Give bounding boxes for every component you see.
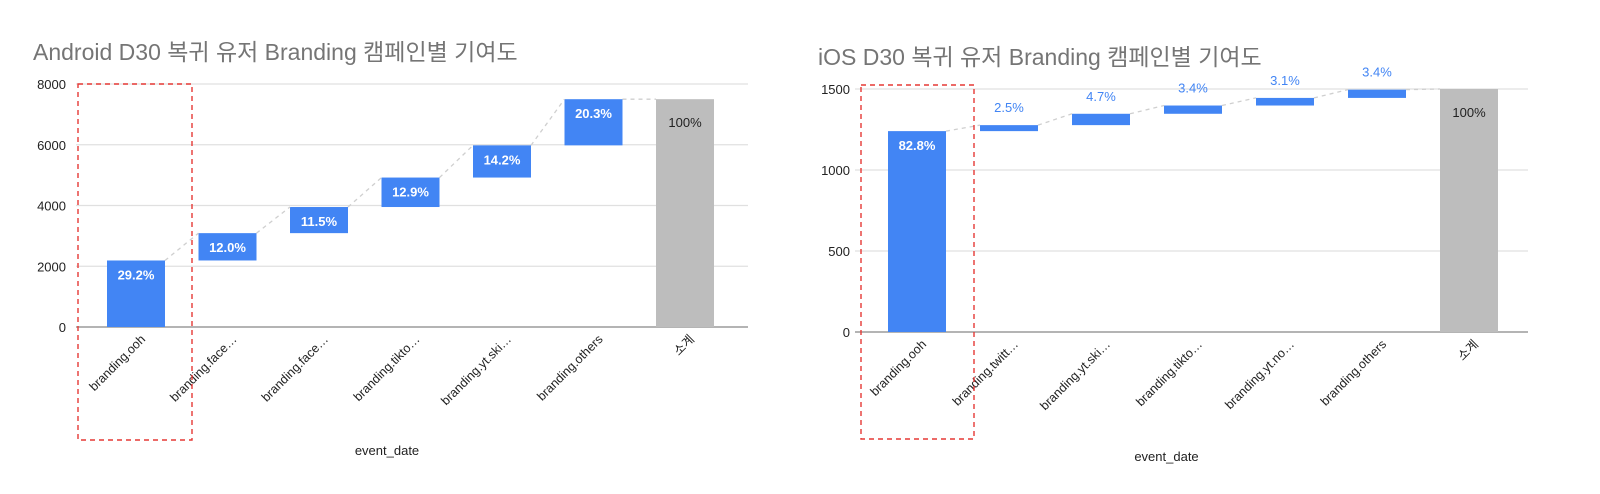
increase-bar <box>290 207 348 234</box>
connector-line <box>164 232 199 261</box>
connector-line <box>1037 113 1073 126</box>
x-tick-label-group: branding.tikto… <box>1133 337 1205 409</box>
x-tick-label: branding.yt.ski… <box>1037 337 1113 413</box>
data-label: 20.3% <box>575 106 612 121</box>
data-label: 14.2% <box>484 152 521 167</box>
connector-line <box>530 98 566 146</box>
x-tick-label-group: branding.ooh <box>87 332 149 394</box>
x-tick-label-group: branding.others <box>534 332 605 403</box>
x-tick-label-group: branding.yt.ski… <box>438 332 514 408</box>
x-tick-label-group: branding.ooh <box>868 337 930 399</box>
y-tick-label: 1000 <box>821 163 850 178</box>
data-label: 2.5% <box>994 100 1024 115</box>
x-tick-label-group: branding.face… <box>259 332 331 404</box>
data-label: 3.1% <box>1270 73 1300 88</box>
y-tick-label: 1500 <box>821 82 850 97</box>
data-label: 12.0% <box>209 240 246 255</box>
data-label: 4.7% <box>1086 89 1116 104</box>
data-label: 11.5% <box>301 214 338 229</box>
increase-bar <box>381 177 440 208</box>
x-tick-label-group: branding.yt.no… <box>1222 337 1297 412</box>
increase-bar <box>564 99 623 146</box>
x-tick-label: branding.others <box>534 332 605 403</box>
x-tick-label: branding.twitt… <box>950 337 1021 408</box>
data-label: 12.9% <box>392 185 429 200</box>
increase-bar <box>1256 97 1314 106</box>
y-tick-label: 0 <box>59 320 66 335</box>
y-tick-label: 4000 <box>37 199 66 214</box>
y-tick-label: 0 <box>843 325 850 340</box>
x-tick-label: 소계 <box>1455 337 1481 363</box>
x-tick-label: branding.ooh <box>868 337 930 399</box>
connector-line <box>1221 97 1257 107</box>
connector-line <box>1405 88 1441 91</box>
ios-waterfall-chart: 0 500 1000 1500 82.8% branding.ooh 2.5% brandin… <box>821 65 1528 464</box>
x-tick-label-group: branding.face… <box>167 332 239 404</box>
data-label: 100% <box>668 115 702 130</box>
connector-line <box>256 206 291 234</box>
x-axis-title: event_date <box>1134 449 1198 464</box>
ios-chart-panel: iOS D30 복귀 유저 Branding 캠페인별 기여도 0 500 1000… <box>800 0 1600 494</box>
x-tick-label: branding.face… <box>259 332 331 404</box>
data-label: 100% <box>1452 105 1486 120</box>
connector-line <box>945 124 981 132</box>
data-label: 3.4% <box>1362 65 1392 80</box>
increase-bar <box>1164 105 1222 114</box>
highlight-box <box>77 83 193 441</box>
increase-bar <box>107 260 165 327</box>
increase-bar <box>198 233 257 261</box>
x-tick-label: branding.tikto… <box>1133 337 1205 409</box>
x-tick-label: branding.tikto… <box>351 332 423 404</box>
x-tick-label-group: 소계 <box>1455 337 1481 363</box>
data-label: 29.2% <box>118 267 155 282</box>
x-tick-label: branding.yt.ski… <box>438 332 514 408</box>
x-tick-label-group: branding.yt.ski… <box>1037 337 1113 413</box>
total-bar <box>1440 89 1498 332</box>
x-tick-label-group: branding.twitt… <box>950 337 1021 408</box>
x-axis-title: event_date <box>355 443 419 458</box>
connector-line <box>439 144 474 179</box>
chart-title: iOS D30 복귀 유저 Branding 캠페인별 기여도 <box>818 44 1262 70</box>
connector-line <box>1313 89 1349 99</box>
increase-bar <box>980 125 1038 132</box>
y-tick-label: 8000 <box>37 77 66 92</box>
connector-line <box>347 177 382 208</box>
chart-title: Android D30 복귀 유저 Branding 캠페인별 기여도 <box>33 39 518 65</box>
y-tick-label: 2000 <box>37 259 66 274</box>
highlight-box <box>860 84 975 440</box>
android-waterfall-chart: 0 2000 4000 6000 8000 29.2% branding.ooh 12.0% b… <box>37 77 748 458</box>
x-tick-label-group: branding.tikto… <box>351 332 423 404</box>
data-label: 3.4% <box>1178 81 1208 96</box>
x-tick-label: 소계 <box>671 332 697 358</box>
y-tick-label: 6000 <box>37 138 66 153</box>
x-tick-label-group: branding.others <box>1318 337 1389 408</box>
total-bar <box>656 99 714 327</box>
increase-bar <box>473 145 531 178</box>
x-tick-label-group: 소계 <box>671 332 697 358</box>
y-tick-label: 500 <box>828 244 850 259</box>
android-chart-panel: Android D30 복귀 유저 Branding 캠페인별 기여도 0 200… <box>33 39 748 458</box>
increase-bar <box>1072 113 1130 126</box>
x-tick-label: branding.face… <box>167 332 239 404</box>
increase-bar <box>888 131 946 332</box>
x-tick-label: branding.ooh <box>87 332 149 394</box>
increase-bar <box>1348 89 1406 98</box>
data-label: 82.8% <box>899 138 936 153</box>
x-tick-label: branding.others <box>1318 337 1389 408</box>
connector-line <box>1129 104 1165 115</box>
x-tick-label: branding.yt.no… <box>1222 337 1297 412</box>
